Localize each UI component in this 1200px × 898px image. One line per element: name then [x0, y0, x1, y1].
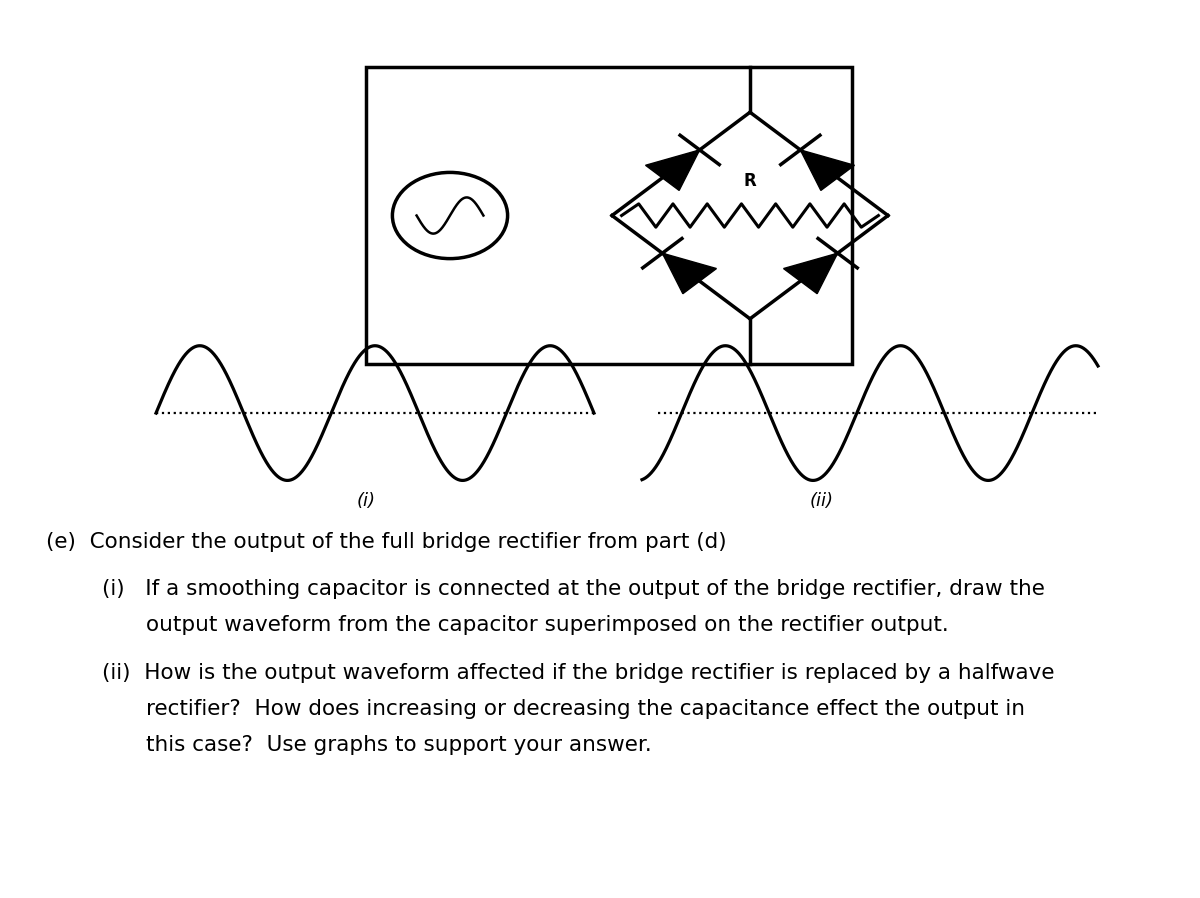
Polygon shape	[784, 253, 838, 294]
Text: this case?  Use graphs to support your answer.: this case? Use graphs to support your an…	[146, 735, 652, 754]
Polygon shape	[646, 150, 700, 190]
Text: (e)  Consider the output of the full bridge rectifier from part (d): (e) Consider the output of the full brid…	[46, 532, 726, 551]
Text: (ii): (ii)	[810, 492, 834, 510]
Text: output waveform from the capacitor superimposed on the rectifier output.: output waveform from the capacitor super…	[146, 615, 949, 635]
Text: (i)   If a smoothing capacitor is connected at the output of the bridge rectifie: (i) If a smoothing capacitor is connecte…	[102, 579, 1045, 599]
Polygon shape	[662, 253, 716, 294]
Text: rectifier?  How does increasing or decreasing the capacitance effect the output : rectifier? How does increasing or decrea…	[146, 699, 1026, 718]
Polygon shape	[800, 150, 854, 190]
Text: R: R	[744, 172, 756, 190]
Bar	[366, 67, 852, 364]
Text: (i): (i)	[356, 492, 376, 510]
Text: (ii)  How is the output waveform affected if the bridge rectifier is replaced by: (ii) How is the output waveform affected…	[102, 663, 1055, 682]
